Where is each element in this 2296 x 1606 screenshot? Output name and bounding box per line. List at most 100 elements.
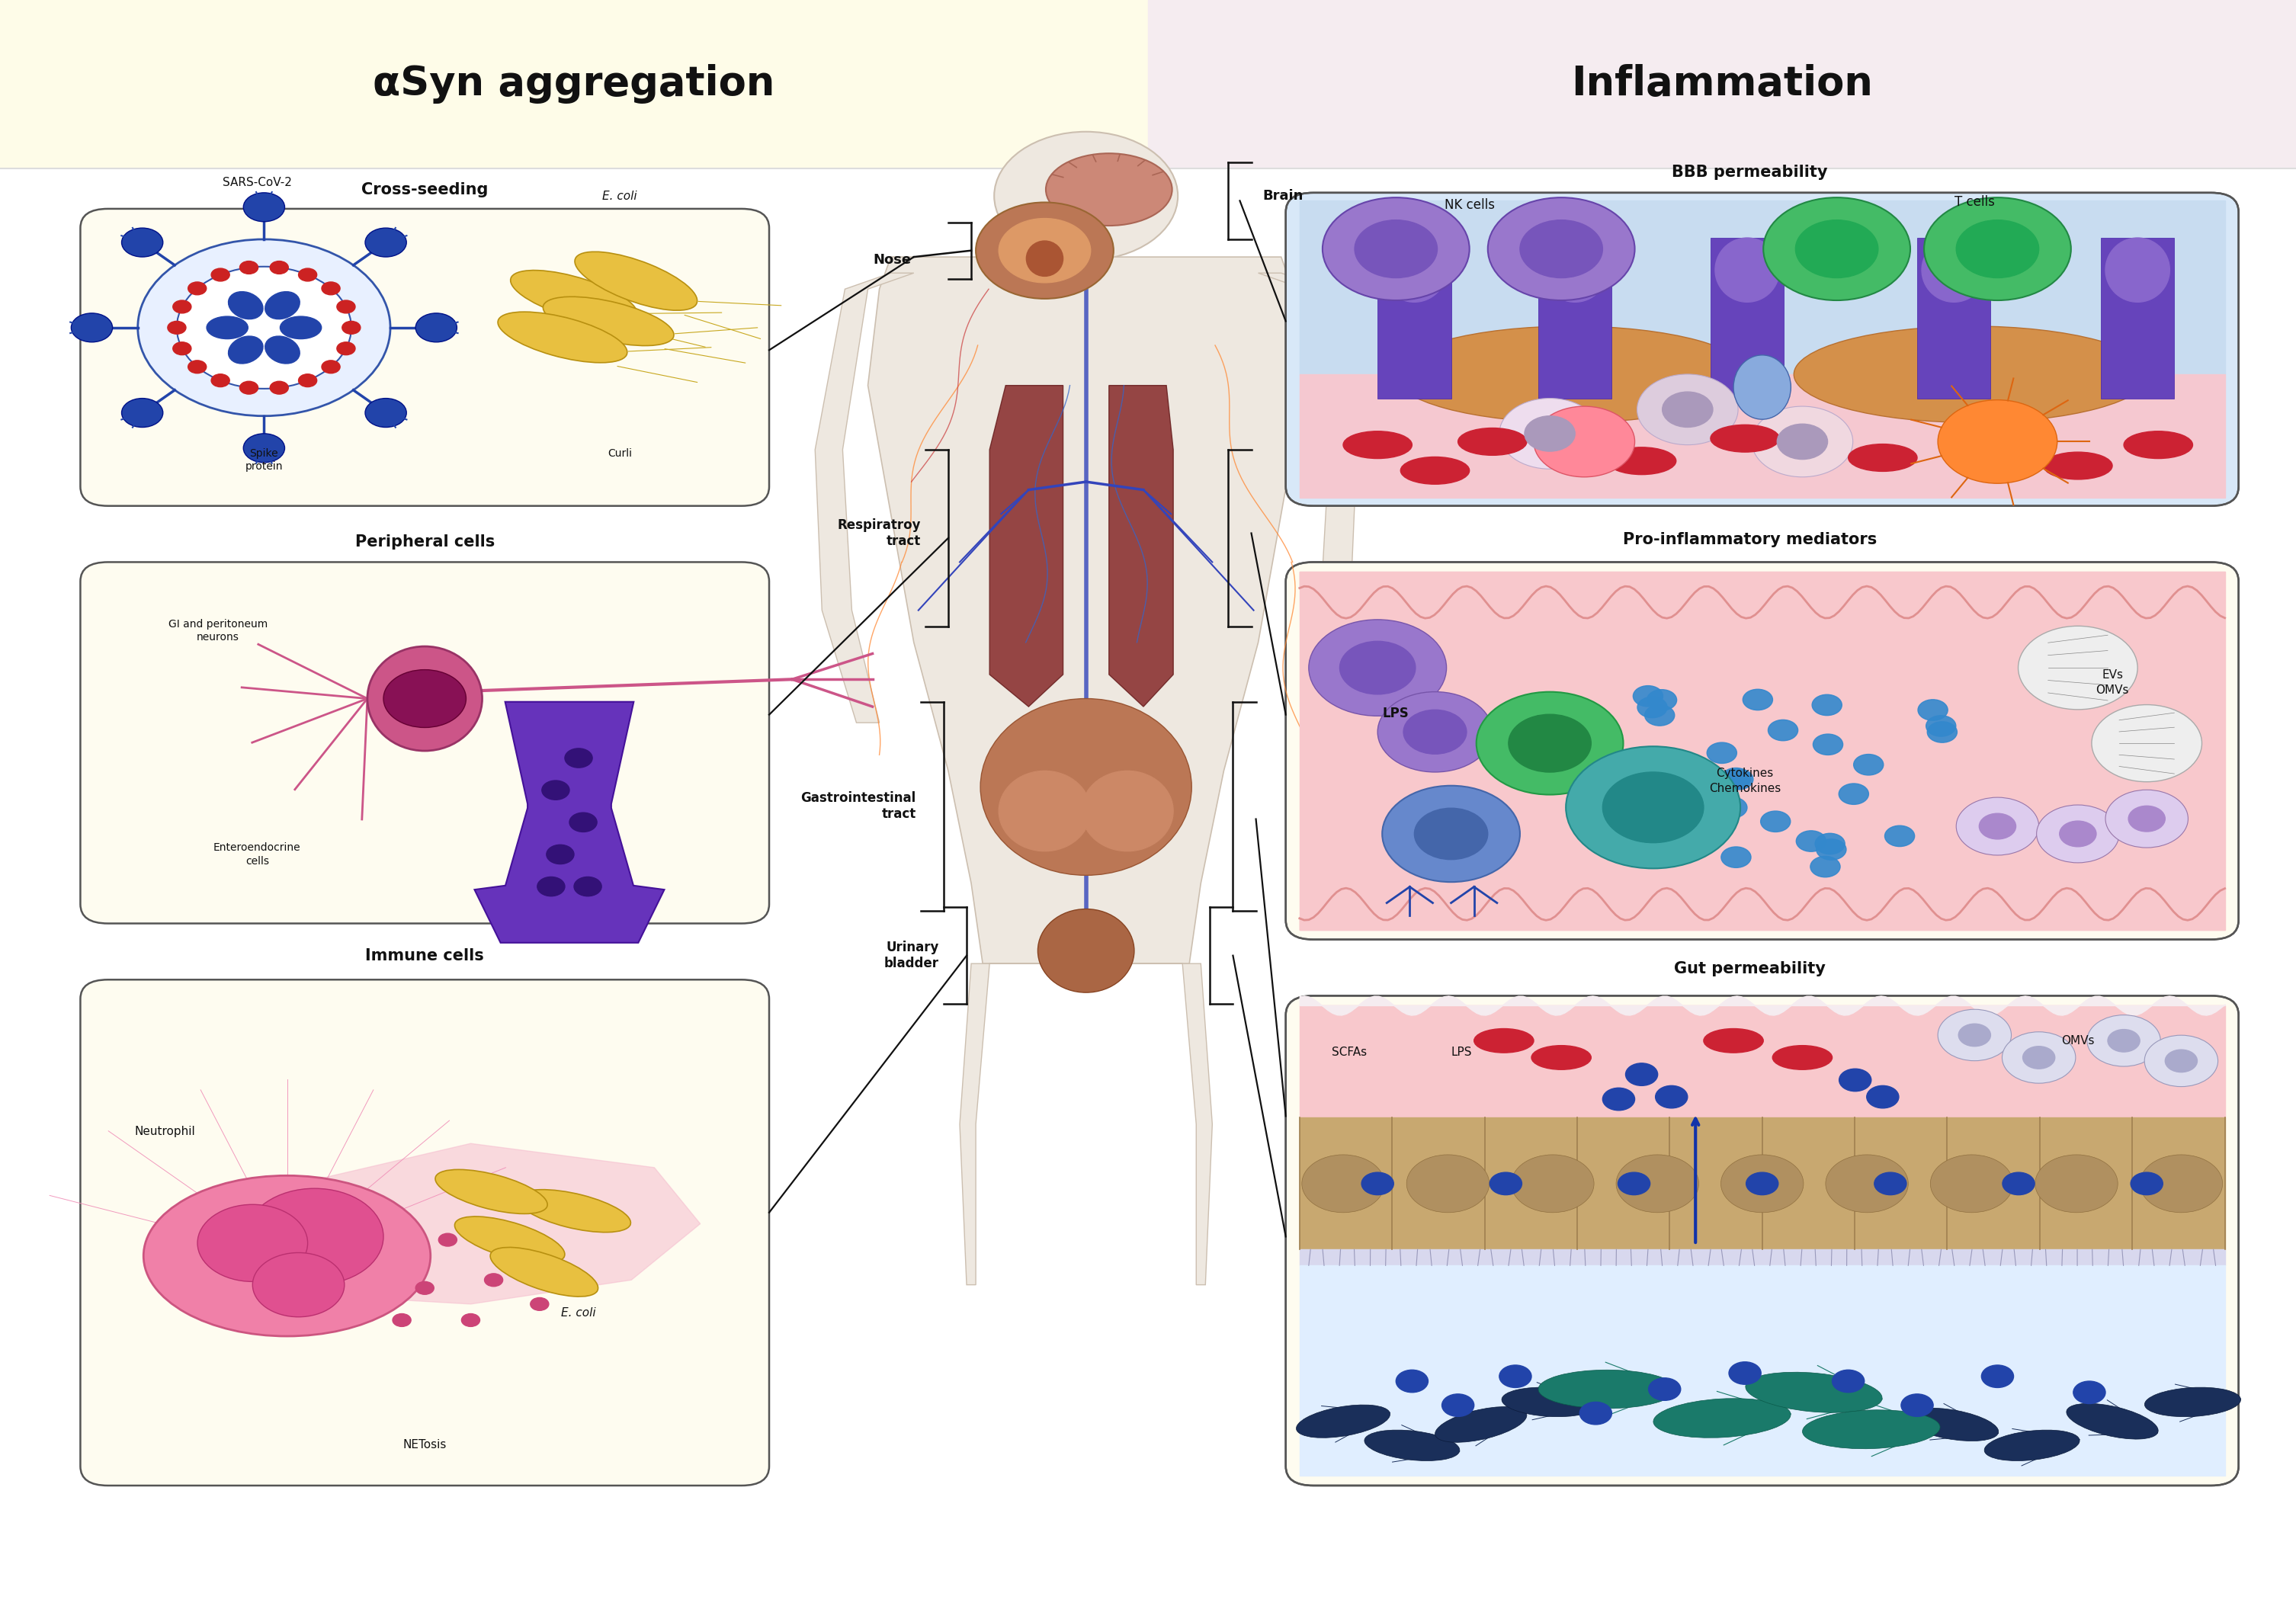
Ellipse shape [1364,1429,1460,1461]
Circle shape [1646,689,1676,710]
Circle shape [365,398,406,427]
Circle shape [2037,805,2119,862]
Circle shape [574,877,602,896]
Circle shape [321,283,340,296]
Ellipse shape [1802,1410,1940,1449]
Circle shape [239,262,257,275]
Circle shape [1499,1365,1531,1388]
FancyBboxPatch shape [1286,193,2239,506]
Ellipse shape [1607,446,1676,474]
Circle shape [168,321,186,334]
Circle shape [1637,697,1667,718]
Text: Inflammation: Inflammation [1570,64,1874,103]
Text: Nose: Nose [872,254,912,267]
Ellipse shape [1704,1029,1763,1054]
Circle shape [321,360,340,373]
Circle shape [338,300,356,313]
Circle shape [1816,838,1846,859]
Circle shape [1632,686,1662,707]
Circle shape [271,381,289,393]
Circle shape [1407,1155,1490,1213]
Ellipse shape [142,1176,432,1336]
Circle shape [1626,1063,1658,1086]
Circle shape [1637,374,1738,445]
Text: Peripheral cells: Peripheral cells [356,535,494,549]
Circle shape [1442,1394,1474,1416]
Text: Brain: Brain [1263,190,1304,202]
Circle shape [1566,747,1740,869]
Ellipse shape [1474,1029,1534,1054]
Ellipse shape [436,1169,546,1214]
Circle shape [1362,1172,1394,1195]
Circle shape [1706,742,1736,763]
Circle shape [1958,1025,1991,1047]
Circle shape [1979,813,2016,838]
Ellipse shape [1793,326,2149,422]
Circle shape [1885,825,1915,846]
Text: BBB permeability: BBB permeability [1671,165,1828,180]
Circle shape [1322,198,1469,300]
Circle shape [2002,1031,2076,1082]
Circle shape [1603,1087,1635,1110]
Circle shape [1511,1155,1593,1213]
Circle shape [2128,806,2165,832]
Text: Respiratroy
tract: Respiratroy tract [838,519,921,548]
Circle shape [2060,821,2096,846]
Text: EVs
OMVs: EVs OMVs [2096,670,2128,695]
Ellipse shape [2144,1388,2241,1416]
Circle shape [1768,719,1798,740]
Ellipse shape [1038,909,1134,993]
Circle shape [1490,1172,1522,1195]
Circle shape [2165,1050,2197,1073]
Circle shape [177,267,351,389]
Circle shape [1508,715,1591,772]
Circle shape [1619,1172,1651,1195]
Ellipse shape [280,316,321,339]
Polygon shape [868,257,1304,964]
Circle shape [338,342,356,355]
Circle shape [1665,774,1694,795]
Circle shape [1724,769,1754,790]
FancyBboxPatch shape [1286,996,2239,1486]
Polygon shape [1258,273,1357,723]
Polygon shape [1120,964,1212,1285]
Ellipse shape [1382,238,1446,302]
Text: Pro-inflammatory mediators: Pro-inflammatory mediators [1623,533,1876,548]
Ellipse shape [1531,1046,1591,1070]
Text: OMVs: OMVs [2062,1034,2094,1047]
Circle shape [1378,692,1492,772]
Circle shape [530,1298,549,1310]
Bar [1300,201,2225,374]
Circle shape [994,132,1178,260]
Circle shape [1926,716,1956,737]
Circle shape [1901,1394,1933,1416]
Circle shape [2018,626,2138,710]
Circle shape [1683,830,1713,851]
Circle shape [1414,808,1488,859]
Circle shape [1839,784,1869,805]
Circle shape [1931,1155,2014,1213]
Circle shape [1534,406,1635,477]
Circle shape [461,1314,480,1327]
Circle shape [999,218,1091,283]
Circle shape [416,1282,434,1294]
Ellipse shape [227,336,264,363]
Circle shape [2002,1172,2034,1195]
Circle shape [188,360,207,373]
Circle shape [1752,406,1853,477]
Circle shape [416,313,457,342]
Circle shape [2034,1155,2117,1213]
Circle shape [565,748,592,768]
Ellipse shape [1922,238,1986,302]
Circle shape [342,321,360,334]
Circle shape [71,313,113,342]
Circle shape [1763,198,1910,300]
Bar [1300,1266,2225,1476]
Text: SARS-CoV-2: SARS-CoV-2 [223,177,292,188]
Text: Neutrophil: Neutrophil [135,1126,195,1137]
Ellipse shape [227,292,264,320]
Circle shape [1814,734,1844,755]
Text: NETosis: NETosis [402,1439,448,1450]
Ellipse shape [510,270,638,324]
Bar [1058,193,1114,257]
